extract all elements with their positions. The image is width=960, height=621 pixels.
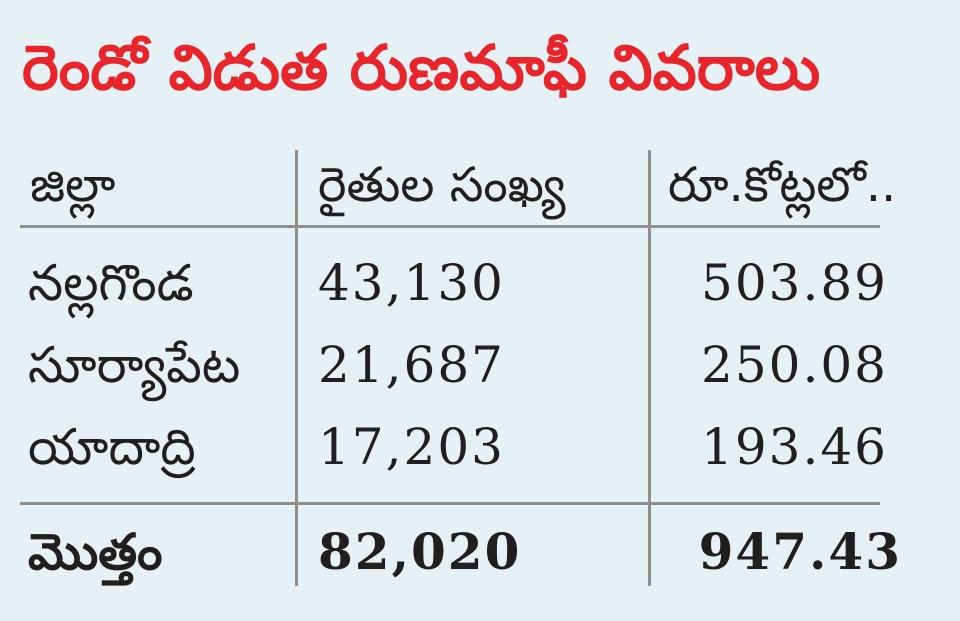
row-amount: 503.89 xyxy=(701,254,888,312)
total-farmers: 82,020 xyxy=(318,522,522,581)
header-district: జిల్లా xyxy=(30,157,116,213)
header-amount: రూ.కోట్లలో.. xyxy=(668,157,897,213)
row-farmers: 17,203 xyxy=(318,418,505,476)
header-rule xyxy=(20,225,880,228)
column-divider-2 xyxy=(648,150,651,586)
total-amount: 947.43 xyxy=(698,522,902,581)
total-label: మొత్తం xyxy=(28,523,163,581)
row-farmers: 21,687 xyxy=(318,336,505,394)
total-rule xyxy=(20,502,880,505)
header-farmers: రైతుల సంఖ్య xyxy=(318,157,566,213)
table-title: రెండో విడుత రుణమాఫీ వివరాలు xyxy=(22,31,821,104)
row-farmers: 43,130 xyxy=(318,254,505,312)
row-district: యాదాద్రి xyxy=(28,418,196,476)
column-divider-1 xyxy=(295,150,298,586)
row-amount: 250.08 xyxy=(701,336,888,394)
row-district: నల్లగొండ xyxy=(28,254,194,312)
row-amount: 193.46 xyxy=(701,418,888,476)
row-district: సూర్యాపేట xyxy=(28,336,241,394)
